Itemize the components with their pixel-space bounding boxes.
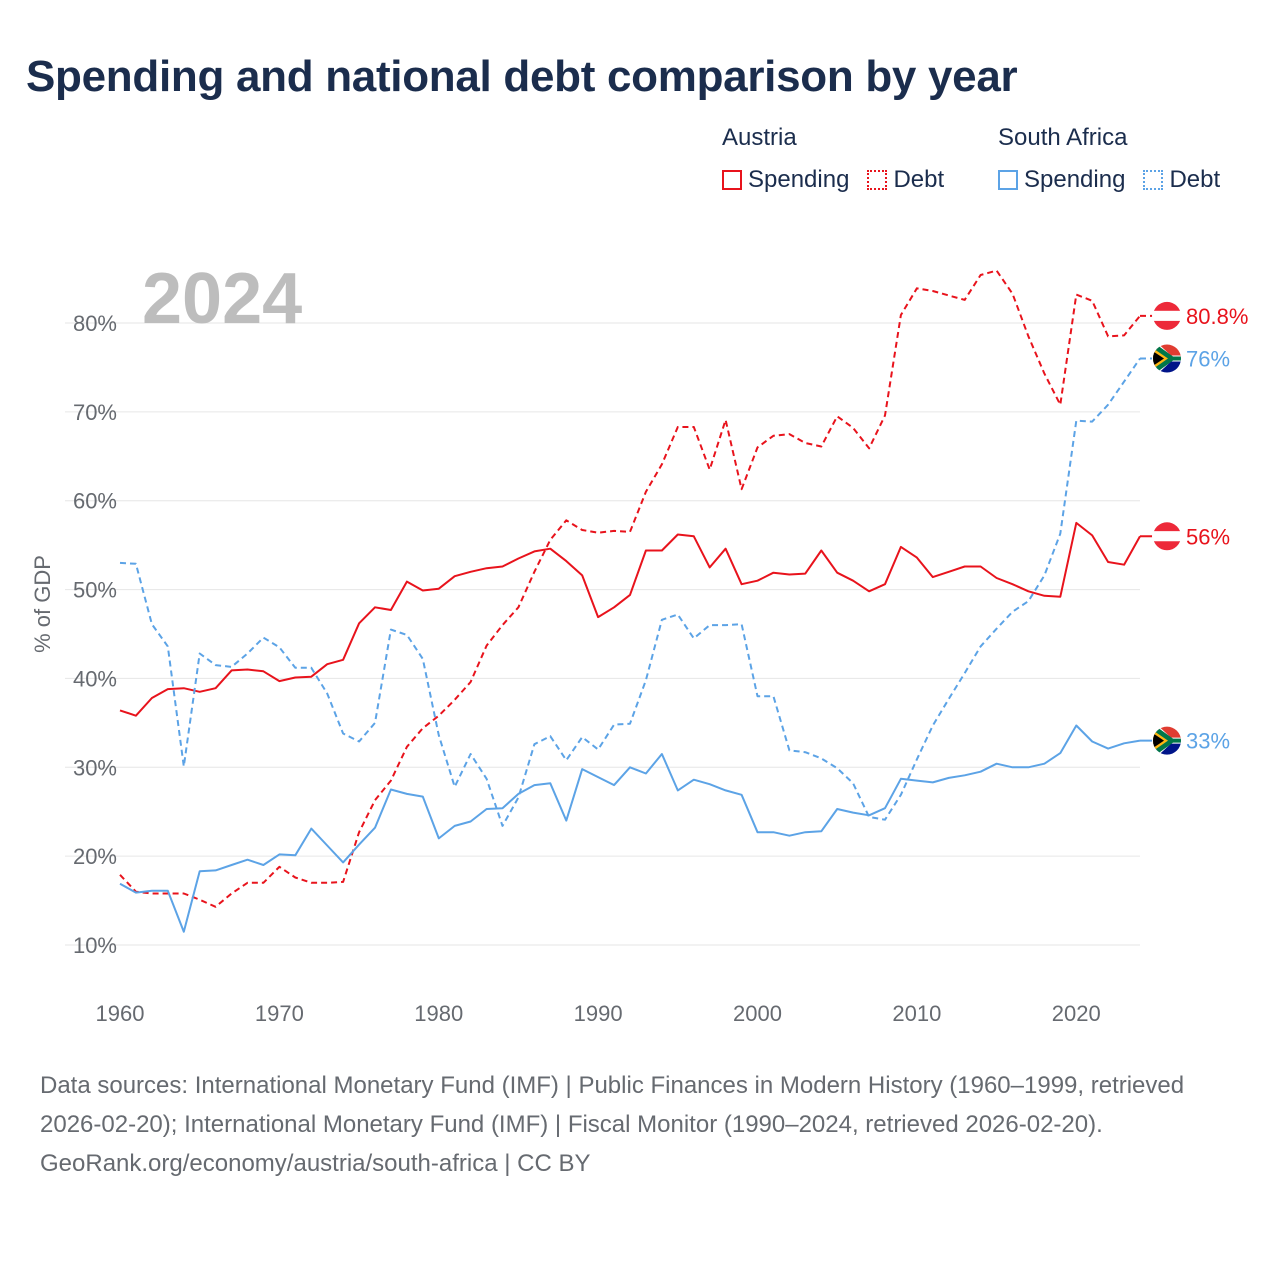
- series-end-label: 56%: [1186, 524, 1230, 549]
- legend-item-austria-spending[interactable]: Spending: [722, 166, 849, 194]
- legend-group-austria: Austria Spending Debt: [722, 124, 962, 194]
- south-africa-flag-icon: [1152, 725, 1182, 756]
- legend-label: Debt: [893, 166, 945, 193]
- legend-label: Spending: [1024, 166, 1126, 193]
- legend-item-south-africa-spending[interactable]: Spending: [998, 166, 1125, 194]
- year-watermark: 2024: [142, 259, 302, 339]
- flag-stripe: [1153, 541, 1181, 551]
- legend-label: Spending: [748, 166, 850, 193]
- flag-triangle: [1153, 732, 1164, 749]
- series-end-label: 80.8%: [1186, 304, 1248, 329]
- legend-title-south-africa: South Africa: [998, 124, 1128, 151]
- x-tick-label: 2020: [1052, 1001, 1101, 1026]
- legend-swatch-solid-icon: [998, 170, 1018, 190]
- flag-clip-group: [1153, 522, 1181, 551]
- series-line-south-africa-spending: [119, 724, 1141, 933]
- flag-clip-group: [1153, 344, 1181, 373]
- series-line-south-africa-debt: [119, 357, 1141, 827]
- y-tick-label: 40%: [73, 666, 117, 691]
- flag-stripe: [1153, 310, 1181, 321]
- series-line-austria-debt: [119, 269, 1141, 908]
- y-tick-label: 30%: [73, 755, 117, 780]
- x-tick-label: 2010: [892, 1001, 941, 1026]
- x-tick-label: 1980: [414, 1001, 463, 1026]
- x-tick-label: 1960: [96, 1001, 145, 1026]
- series-end-label: 33%: [1186, 729, 1230, 754]
- x-tick-label: 1970: [255, 1001, 304, 1026]
- south-africa-flag-icon: [1152, 343, 1182, 374]
- flag-stripe: [1153, 531, 1181, 542]
- legend-swatch-solid-icon: [722, 170, 742, 190]
- flag-clip-group: [1153, 726, 1181, 755]
- legend-swatch-dotted-icon: [867, 170, 888, 190]
- chart-title: Spending and national debt comparison by…: [26, 52, 1018, 101]
- data-sources: Data sources: International Monetary Fun…: [40, 1072, 1185, 1138]
- y-tick-label: 60%: [73, 489, 117, 514]
- y-tick-label: 10%: [73, 933, 117, 958]
- y-tick-label: 20%: [73, 844, 117, 869]
- y-tick-label: 70%: [73, 400, 117, 425]
- legend-swatch-dotted-icon: [1143, 170, 1164, 190]
- legend-title-austria: Austria: [722, 124, 797, 151]
- legend-item-austria-debt[interactable]: Debt: [867, 166, 944, 194]
- legend-group-south-africa: South Africa Spending Debt: [998, 124, 1220, 194]
- flag-stripe: [1153, 522, 1181, 532]
- footer: Data sources: International Monetary Fun…: [40, 1066, 1240, 1183]
- x-tick-label: 1990: [574, 1001, 623, 1026]
- flag-stripe: [1153, 320, 1181, 330]
- flag-clip-group: [1153, 301, 1181, 330]
- credit-link[interactable]: GeoRank.org/economy/austria/south-africa…: [40, 1150, 591, 1177]
- flag-stripe: [1153, 301, 1181, 311]
- series-end-label: 76%: [1186, 347, 1230, 372]
- legend-label: Debt: [1169, 166, 1221, 193]
- series-line-austria-spending: [119, 521, 1141, 717]
- austria-flag-icon: [1152, 300, 1182, 331]
- y-axis-label: % of GDP: [30, 555, 55, 653]
- legend-item-south-africa-debt[interactable]: Debt: [1143, 166, 1220, 194]
- y-tick-label: 50%: [73, 578, 117, 603]
- austria-flag-icon: [1152, 521, 1182, 552]
- flag-triangle: [1153, 350, 1164, 367]
- y-tick-label: 80%: [73, 311, 117, 336]
- x-tick-label: 2000: [733, 1001, 782, 1026]
